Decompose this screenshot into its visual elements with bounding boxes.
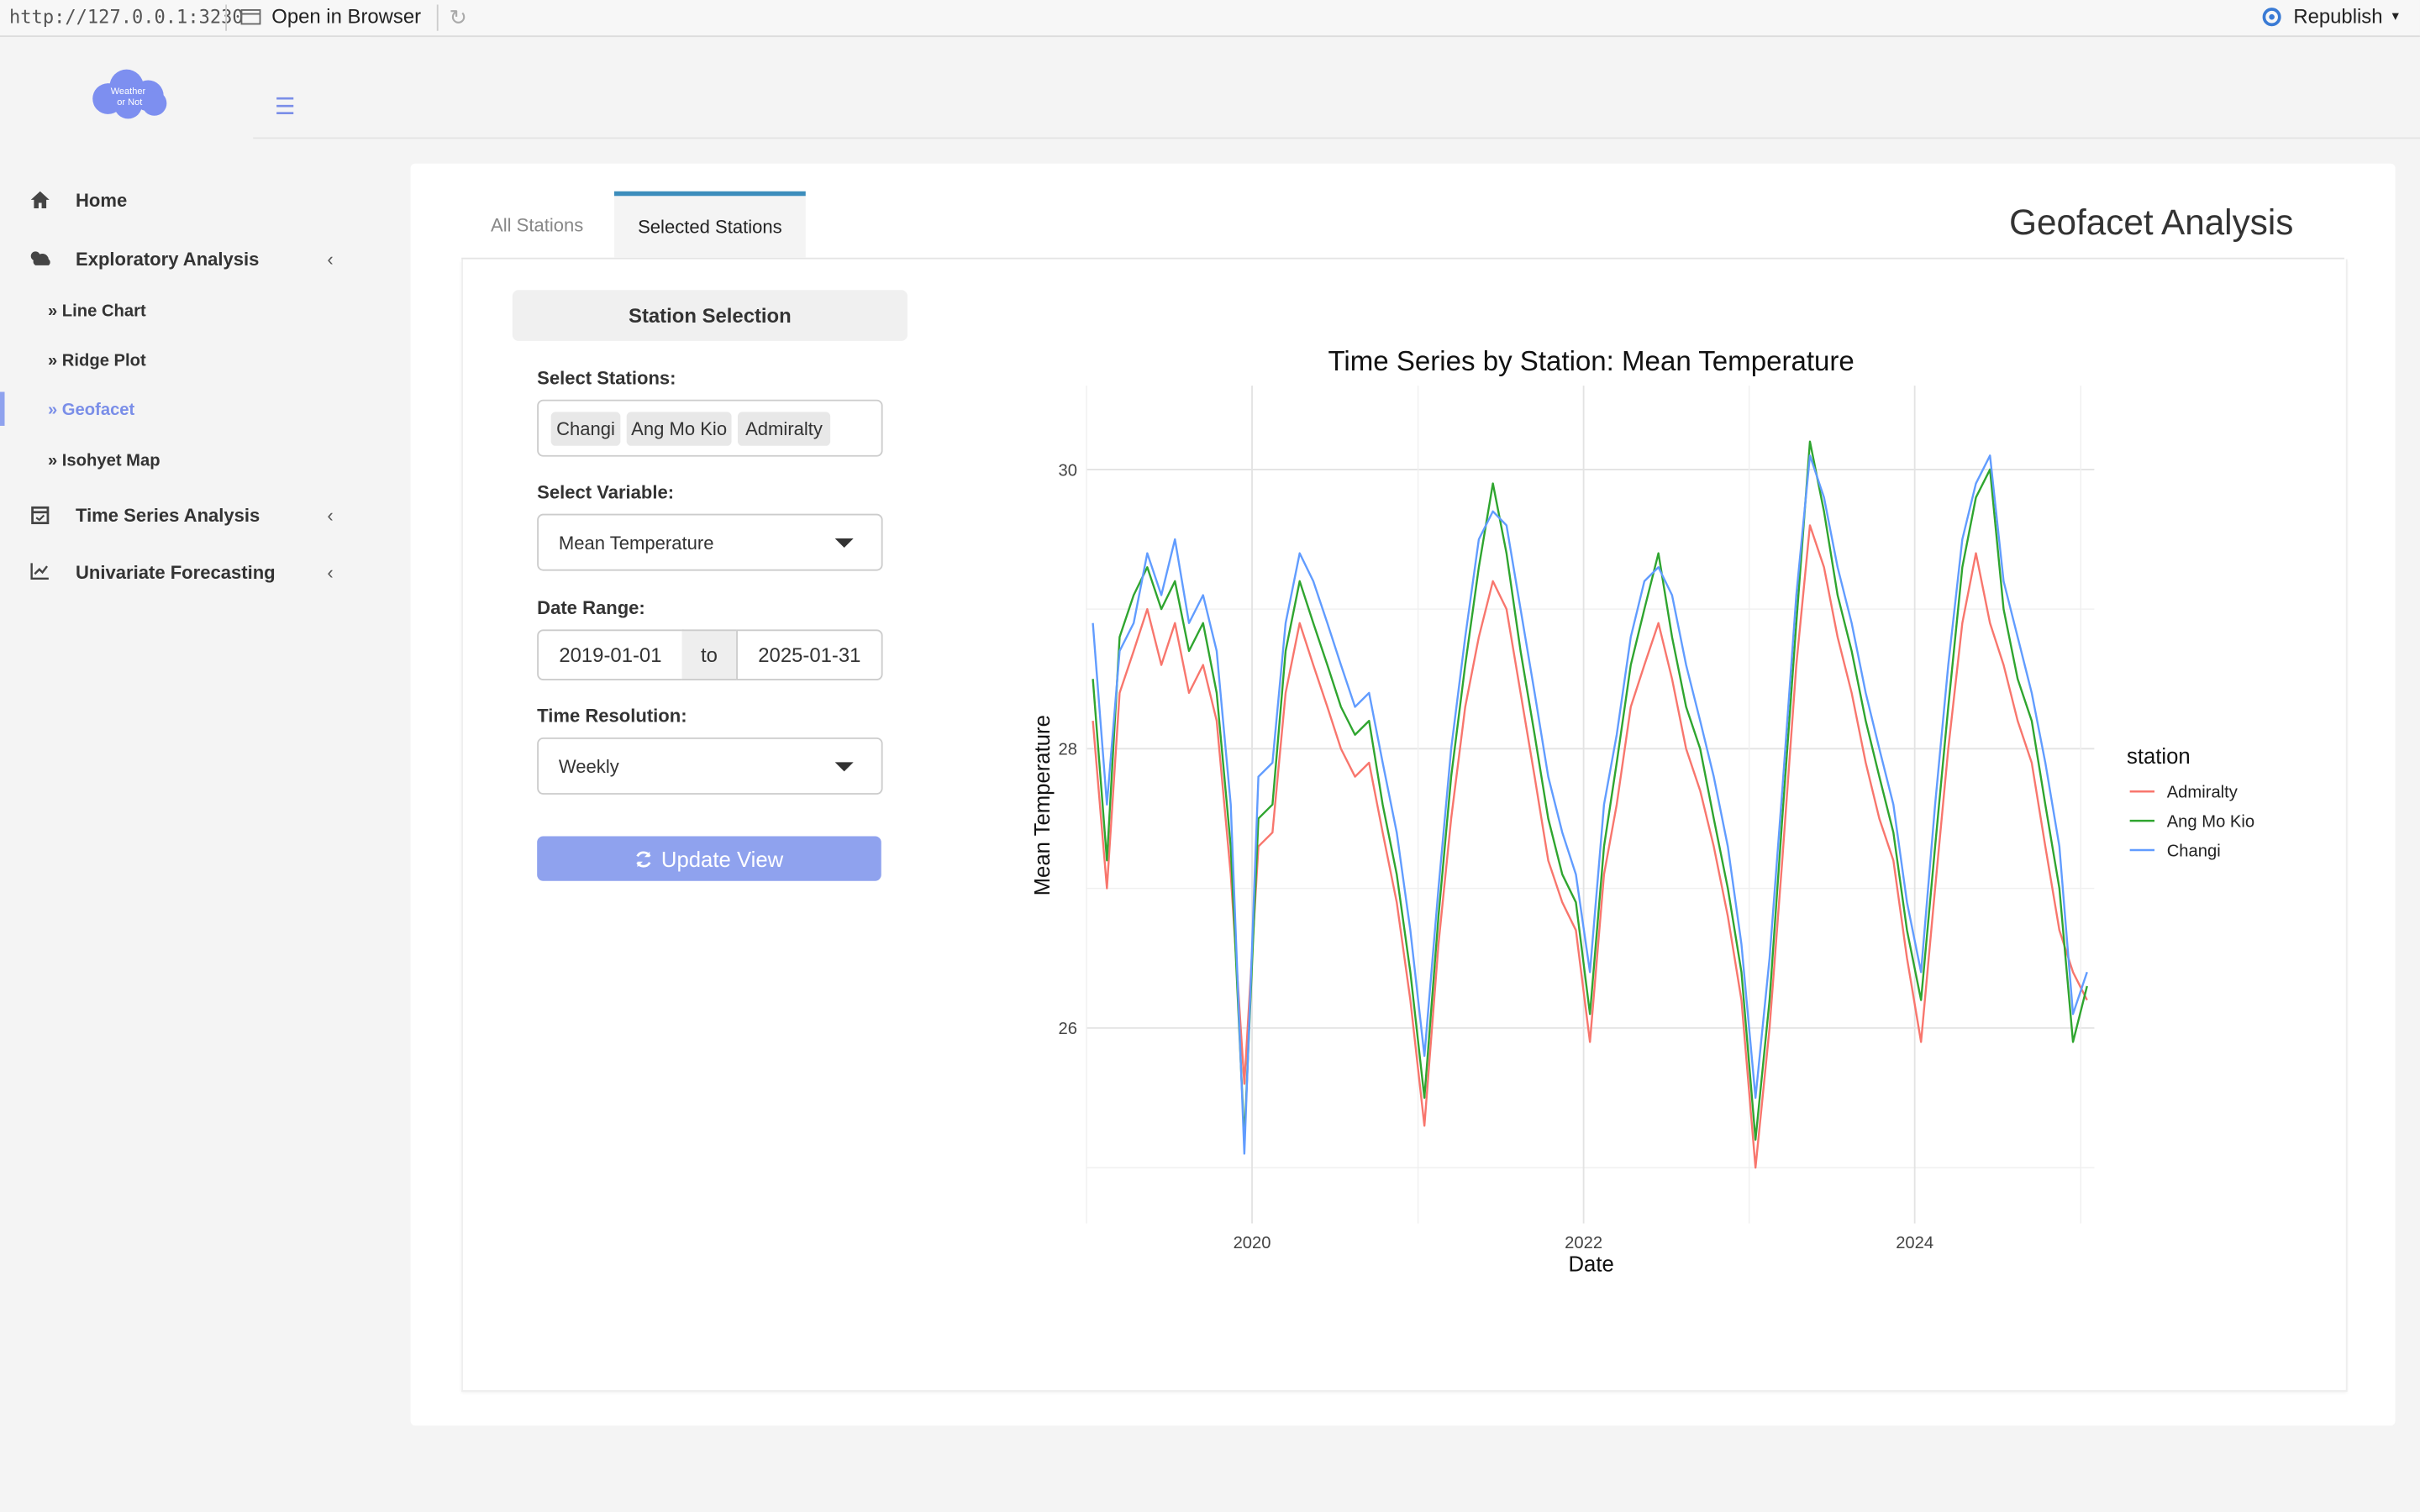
tab-label: Selected Stations bbox=[638, 216, 782, 238]
sidebar-item-home[interactable]: Home bbox=[0, 188, 371, 213]
chevron-left-icon[interactable]: ‹ bbox=[327, 561, 334, 584]
date-range-label: Date Range: bbox=[537, 596, 645, 619]
time-series-chart: 26 28 30 2020 2022 2024 Time Series by Statio… bbox=[1031, 346, 2254, 1277]
chart-series bbox=[1092, 440, 2088, 1169]
publish-icon bbox=[2262, 7, 2281, 26]
update-view-label: Update View bbox=[660, 846, 784, 871]
legend-label: Admiralty bbox=[2167, 784, 2238, 802]
logo-line-1: Weather bbox=[111, 87, 146, 97]
chart-legend: station Admiralty Ang Mo Kio Changi bbox=[2127, 745, 2254, 860]
sidebar-item-univariate-forecasting[interactable]: Univariate Forecasting ‹ bbox=[0, 560, 371, 585]
caret-down-icon bbox=[834, 538, 854, 549]
menu-toggle-icon[interactable]: ☰ bbox=[274, 94, 296, 121]
sidebar-subitem-ridge-plot[interactable]: » Ridge Plot bbox=[0, 352, 371, 374]
station-chip[interactable]: Admiralty bbox=[737, 412, 831, 446]
logo-line-2: or Not bbox=[117, 97, 142, 108]
url-text: http://127.0.0.1:3230 bbox=[9, 6, 244, 29]
cloud-logo-icon: Weather or Not bbox=[92, 69, 167, 119]
header-divider bbox=[253, 137, 2420, 139]
tab-content bbox=[461, 259, 2348, 1392]
calendar-check-icon bbox=[31, 506, 50, 525]
y-tick-label: 28 bbox=[1059, 741, 1077, 759]
end-date-input[interactable]: 2025-01-31 bbox=[736, 629, 883, 680]
sidebar-item-label: Exploratory Analysis bbox=[75, 248, 260, 270]
open-in-browser-button[interactable]: Open in Browser bbox=[240, 4, 422, 29]
sidebar: Weather or Not Home Exploratory Analysis… bbox=[0, 37, 371, 1512]
cloud-sun-icon bbox=[30, 251, 50, 265]
tab-all-stations[interactable]: All Stations bbox=[461, 192, 613, 258]
sidebar-item-label: Univariate Forecasting bbox=[75, 561, 276, 584]
series-line-ang-mo-kio bbox=[1092, 440, 2088, 1141]
sidebar-item-label: Time Series Analysis bbox=[75, 504, 260, 527]
legend-label: Changi bbox=[2167, 842, 2221, 860]
time-resolution-select[interactable]: Weekly bbox=[537, 737, 883, 795]
tab-bar: All Stations Selected Stations bbox=[461, 191, 2344, 260]
start-date-input[interactable]: 2019-01-01 bbox=[537, 629, 684, 680]
sidebar-item-label: Home bbox=[75, 189, 128, 212]
select-variable-label: Select Variable: bbox=[537, 481, 675, 503]
active-indicator bbox=[0, 391, 5, 426]
logo[interactable]: Weather or Not bbox=[87, 68, 170, 120]
series-line-changi bbox=[1092, 454, 2088, 1155]
sidebar-subitem-line-chart[interactable]: » Line Chart bbox=[0, 302, 371, 324]
date-range-separator: to bbox=[681, 629, 737, 680]
station-selection-header: Station Selection bbox=[512, 290, 908, 341]
sidebar-subitem-label: Ridge Plot bbox=[61, 351, 146, 370]
time-resolution-label: Time Resolution: bbox=[537, 705, 687, 727]
time-resolution-value: Weekly bbox=[558, 755, 619, 778]
double-chevron-icon: » bbox=[47, 302, 58, 322]
republish-button[interactable]: Republish ▾ bbox=[2260, 4, 2399, 29]
chevron-left-icon[interactable]: ‹ bbox=[327, 248, 334, 270]
viewer-toolbar: http://127.0.0.1:3230 Open in Browser ↻ … bbox=[0, 0, 2420, 38]
chevron-down-icon[interactable]: ▾ bbox=[2391, 8, 2399, 24]
select-stations-label: Select Stations: bbox=[537, 367, 676, 389]
sidebar-subitem-label: Line Chart bbox=[61, 302, 146, 322]
double-chevron-icon: » bbox=[47, 351, 58, 370]
sidebar-subitem-label: Geofacet bbox=[61, 401, 135, 420]
sidebar-subitem-label: Isohyet Map bbox=[61, 452, 160, 471]
refresh-icon bbox=[637, 850, 652, 867]
chart-axes: 26 28 30 2020 2022 2024 bbox=[1059, 461, 1934, 1252]
open-in-browser-label: Open in Browser bbox=[271, 4, 422, 29]
tab-selected-stations[interactable]: Selected Stations bbox=[614, 191, 806, 258]
sidebar-item-exploratory-analysis[interactable]: Exploratory Analysis ‹ bbox=[0, 247, 371, 271]
y-tick-label: 30 bbox=[1059, 461, 1077, 480]
sidebar-subitem-geofacet[interactable]: » Geofacet bbox=[0, 391, 371, 426]
station-chip[interactable]: Changi bbox=[550, 412, 621, 446]
x-axis-title: Date bbox=[1568, 1252, 1613, 1276]
refresh-icon[interactable]: ↻ bbox=[449, 4, 468, 29]
y-tick-label: 26 bbox=[1059, 1020, 1077, 1038]
line-chart-icon bbox=[30, 563, 49, 580]
legend-label: Ang Mo Kio bbox=[2167, 812, 2254, 831]
variable-select[interactable]: Mean Temperature bbox=[537, 513, 883, 571]
toolbar-divider bbox=[225, 4, 227, 31]
x-tick-label: 2020 bbox=[1234, 1234, 1271, 1252]
station-chip[interactable]: Ang Mo Kio bbox=[626, 412, 732, 446]
content-panel bbox=[410, 163, 2396, 1426]
home-icon bbox=[30, 191, 50, 208]
chart-title: Time Series by Station: Mean Temperature bbox=[1328, 346, 1854, 377]
page-title: Geofacet Analysis bbox=[2009, 202, 2294, 243]
caret-down-icon bbox=[834, 762, 854, 772]
stations-multiselect[interactable]: Changi Ang Mo Kio Admiralty bbox=[537, 399, 883, 457]
x-tick-label: 2022 bbox=[1565, 1234, 1602, 1252]
series-line-admiralty bbox=[1092, 524, 2088, 1169]
chevron-left-icon[interactable]: ‹ bbox=[327, 504, 334, 527]
sidebar-subitem-isohyet-map[interactable]: » Isohyet Map bbox=[0, 452, 371, 474]
double-chevron-icon: » bbox=[47, 452, 58, 471]
x-tick-label: 2024 bbox=[1896, 1234, 1933, 1252]
sidebar-item-time-series-analysis[interactable]: Time Series Analysis ‹ bbox=[0, 503, 371, 528]
legend-title: station bbox=[2127, 745, 2191, 769]
y-axis-title: Mean Temperature bbox=[1031, 715, 1055, 895]
double-chevron-icon: » bbox=[47, 401, 58, 420]
browser-window-icon bbox=[240, 8, 261, 24]
update-view-button[interactable]: Update View bbox=[537, 836, 881, 881]
tab-label: All Stations bbox=[491, 213, 584, 236]
toolbar-divider bbox=[436, 4, 439, 31]
variable-select-value: Mean Temperature bbox=[558, 532, 714, 554]
republish-label: Republish bbox=[2293, 4, 2383, 29]
